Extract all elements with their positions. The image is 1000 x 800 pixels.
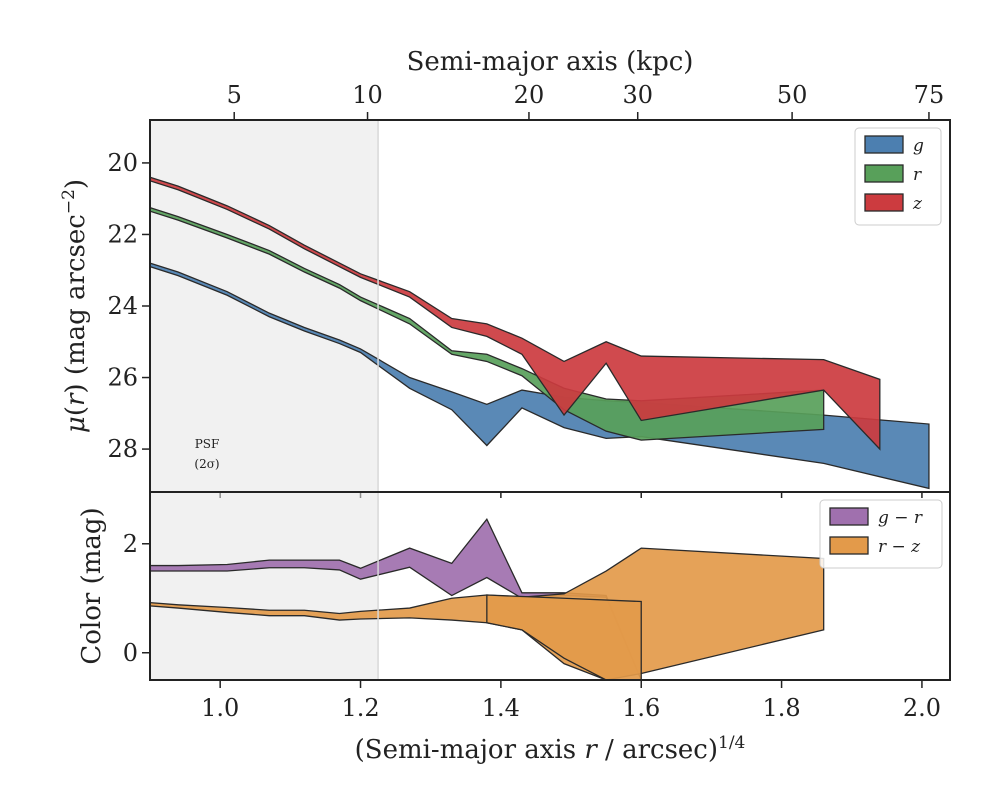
legend-bands: grz [854,127,942,226]
y-tick-label: 26 [107,364,138,392]
legend-label-g: g [913,136,924,156]
x-tick-label: 2.0 [903,694,941,722]
x-tick-label: 1.8 [762,694,800,722]
top-x-axis-label: Semi-major axis (kpc) [407,47,694,77]
y-tick-label: 24 [107,292,138,320]
y-axis-label-r: r [61,392,91,406]
kpc-axis-ticks: 5 10 20 30 50 75 [227,81,945,120]
y-axis-label-close: ) [61,179,91,189]
kpc-tick-label: 5 [227,81,242,109]
psf-label: PSF [195,437,220,451]
psf-shaded-region [150,120,379,492]
y-tick-label: 2 [123,530,138,558]
y-tick-label: 28 [107,435,138,463]
kpc-tick-label: 50 [777,81,808,109]
kpc-tick-label: 20 [514,81,545,109]
surface-brightness-panel: 20 22 24 26 28 5 10 20 30 50 75 PSF (2σ) grz [107,81,951,498]
band-r [149,206,825,441]
band-r-z-segment [486,594,642,681]
legend-colors: g − r r − z [819,499,943,569]
y-axis-label: μ(r) (mag arcsec−2) [59,179,91,433]
x-axis-label-text: (Semi-major axis [355,735,585,765]
x-axis-label-exponent: 1/4 [718,733,745,753]
y-axis-label-exponent: −2 [59,189,79,214]
x-axis-ticks: 1.0 1.2 1.4 1.6 1.8 2.0 [201,680,941,722]
legend-swatch-r [864,164,904,183]
x-tick-label: 1.0 [201,694,239,722]
kpc-tick-label: 30 [622,81,653,109]
color-bands [149,518,825,681]
legend-swatch-r-z [829,536,869,555]
x-tick-label: 1.6 [622,694,660,722]
psf-shaded-region-color [150,492,379,680]
legend-swatch-g [864,135,904,154]
color-panel: 02 1.0 1.2 1.4 1.6 1.8 2.0 g − rr − z [123,491,951,722]
legend-swatch-z [864,193,904,212]
psf-sigma-label: (2σ) [194,457,219,471]
y-axis-label-mu: μ [61,416,91,433]
legend-label-g-r: g − r [878,508,923,528]
y-tick-label: 20 [107,149,138,177]
x-tick-label: 1.4 [482,694,520,722]
x-axis-label-unit: / arcsec) [597,735,718,765]
x-tick-label: 1.2 [341,694,379,722]
band-z [149,176,881,451]
kpc-tick-label: 10 [352,81,383,109]
kpc-tick-label: 75 [914,81,945,109]
surface-brightness-bands [149,176,930,490]
color-y-axis-ticks: 02 [123,530,150,667]
x-axis-label: (Semi-major axis r / arcsec)1/4 [355,733,746,765]
y-axis-ticks: 20 22 24 26 28 [107,149,150,463]
legend-swatch-g-r [829,507,869,526]
plot-frame-bottom [149,491,951,681]
y-axis-label-open: ( [61,406,91,416]
color-y-axis-label: Color (mag) [77,507,107,664]
x-axis-label-r: r [584,735,598,765]
y-tick-label: 0 [123,639,138,667]
legend-label-z: z [912,194,923,214]
legend-label-r-z: r − z [878,537,921,557]
y-axis-label-unit: ) (mag arcsec [61,214,91,393]
y-tick-label: 22 [107,220,138,248]
legend-label-r: r [913,165,922,185]
